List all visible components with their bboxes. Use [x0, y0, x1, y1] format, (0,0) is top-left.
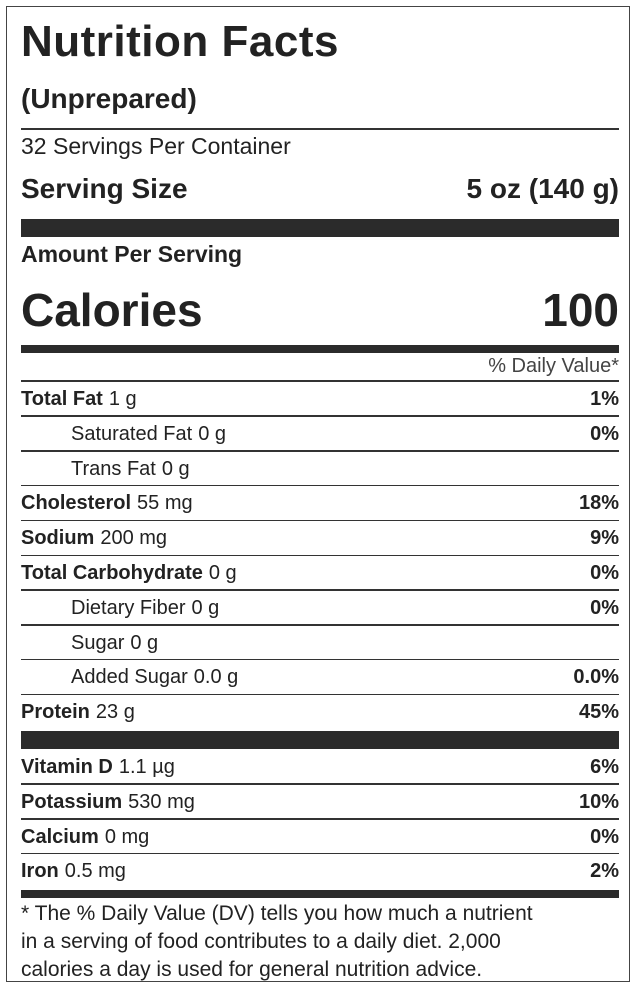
daily-value: 0.0% [573, 666, 619, 689]
divider [21, 554, 619, 556]
title: Nutrition Facts [21, 17, 339, 66]
footnote-line: calories a day is used for general nutri… [21, 958, 483, 982]
nutrient-amount: 0.0 g [193, 666, 239, 689]
nutrient-amount: 1 g [108, 388, 137, 410]
nutrient-amount: 0 g [191, 596, 220, 619]
nutrient-row: Potassium 530 mg 10% [21, 785, 619, 819]
nutrient-amount: 1.1 µg [118, 756, 175, 778]
divider [21, 818, 619, 820]
nutrient-name: Total Carbohydrate [21, 562, 203, 584]
nutrient-amount: 0 g [198, 422, 226, 445]
nutrient-name: Sugar [71, 631, 125, 654]
nutrient-amount: 0 mg [104, 825, 150, 848]
nutrient-name: Iron [21, 860, 59, 883]
nutrient-amount: 55 mg [137, 492, 193, 515]
serving-size: 5 oz (140 g) [466, 173, 619, 204]
nutrient-name: Calcium [21, 825, 99, 848]
divider [21, 128, 619, 130]
daily-value: 0% [590, 596, 619, 619]
nutrient-name: Potassium [21, 790, 123, 813]
nutrient-row: Iron 0.5 mg 2% [21, 854, 619, 888]
divider [21, 658, 619, 661]
nutrient-row: Vitamin D 1.1 µg 6% [21, 750, 619, 784]
nutrient-name: Total Fat [21, 388, 103, 410]
nutrient-row: Saturated Fat 0 g 0% [21, 417, 619, 451]
servings: 32 Servings Per Container [21, 133, 291, 159]
nutrient-name: Vitamin D [21, 756, 113, 778]
divider [21, 693, 619, 696]
nutrient-row: Cholesterol 55 mg 18% [21, 486, 619, 520]
divider [21, 450, 619, 452]
calories-value: 100 [542, 284, 619, 336]
footnote-line: * The % Daily Value (DV) tells you how m… [21, 902, 533, 926]
nutrient-amount: 530 mg [128, 790, 195, 813]
daily-value: 0% [590, 825, 619, 848]
daily-value: 0% [590, 422, 619, 445]
medium-bar [21, 890, 619, 899]
nutrient-row: Protein 23 g 45% [21, 695, 619, 729]
footnote: * The % Daily Value (DV) tells you how m… [21, 900, 619, 984]
nutrient-row: Sugar 0 g [21, 626, 619, 660]
nutrient-row: Total Fat 1 g 1% [21, 382, 619, 416]
nutrient-row: Trans Fat 0 g [21, 452, 619, 486]
nutrient-name: Dietary Fiber [71, 596, 186, 619]
nutrient-row: Total Carbohydrate 0 g 0% [21, 556, 619, 590]
daily-value: 1% [590, 388, 619, 410]
nutrient-name: Cholesterol [21, 492, 132, 515]
nutrient-row: Sodium 200 mg 9% [21, 521, 619, 555]
daily-value: 6% [590, 756, 619, 778]
thick-bar [21, 219, 619, 237]
serving-size-label: Serving Size [21, 173, 188, 204]
footnote-line: in a serving of food contributes to a da… [21, 930, 501, 954]
subtitle: (Unprepared) [21, 83, 197, 114]
calories-label: Calories [21, 284, 203, 336]
daily-value: 45% [578, 701, 619, 724]
daily-value: 9% [590, 527, 619, 550]
nutrient-row: Added Sugar 0.0 g 0.0% [21, 660, 619, 694]
divider [21, 519, 619, 522]
nutrient-row: Dietary Fiber 0 g 0% [21, 591, 619, 625]
divider [21, 589, 619, 591]
divider [21, 415, 619, 417]
divider [21, 380, 619, 382]
divider [21, 783, 619, 785]
nutrient-name: Trans Fat [71, 457, 156, 480]
nutrient-row: Calcium 0 mg 0% [21, 820, 619, 854]
divider [21, 852, 619, 855]
daily-value: 10% [578, 790, 619, 813]
nutrient-name: Protein [21, 701, 90, 724]
divider [21, 484, 619, 487]
thick-bar [21, 731, 619, 749]
nutrient-amount: 0 g [130, 631, 159, 654]
daily-value: 0% [590, 562, 619, 584]
amount-per-serving: Amount Per Serving [21, 241, 243, 267]
nutrient-name: Sodium [21, 527, 95, 550]
nutrient-name: Added Sugar [71, 666, 188, 689]
nutrient-amount: 200 mg [100, 527, 168, 550]
daily-value: 18% [578, 492, 619, 515]
nutrient-amount: 0 g [161, 457, 190, 480]
nutrient-amount: 0.5 mg [64, 860, 126, 883]
divider [21, 624, 619, 626]
nutrient-amount: 23 g [95, 701, 135, 724]
nutrient-name: Saturated Fat [71, 422, 193, 445]
nutrition-label: Nutrition Facts (Unprepared) 32 Servings… [6, 6, 630, 982]
daily-value-header: % Daily Value* [488, 355, 619, 377]
daily-value: 2% [590, 860, 619, 883]
medium-bar [21, 345, 619, 353]
nutrient-amount: 0 g [208, 562, 237, 584]
